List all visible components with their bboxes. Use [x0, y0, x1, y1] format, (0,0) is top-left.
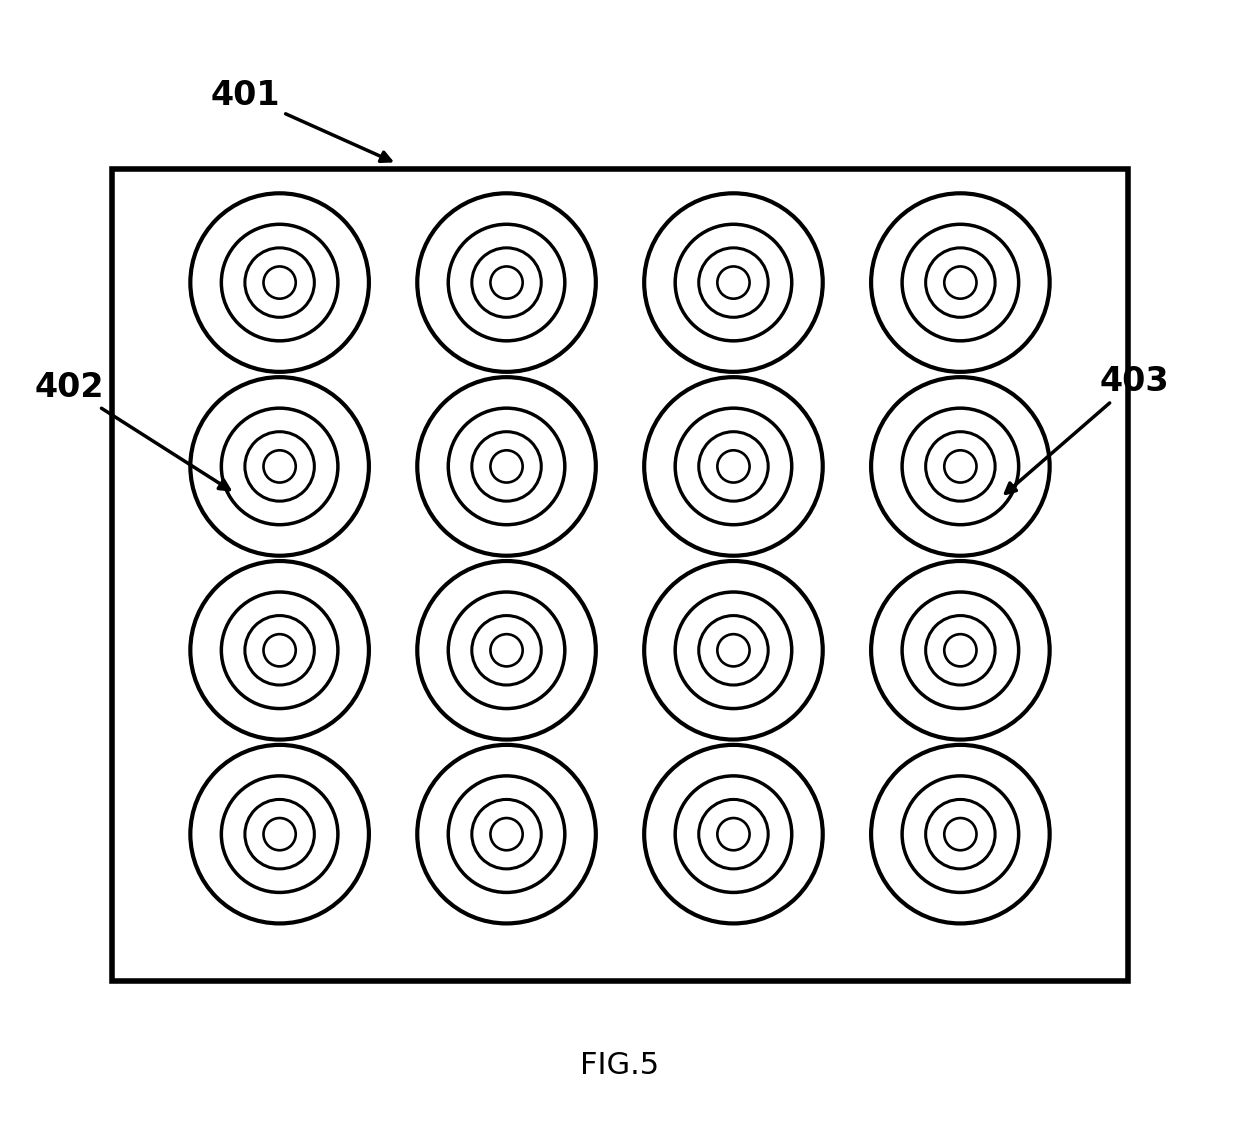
Ellipse shape [491, 634, 523, 667]
Ellipse shape [449, 592, 565, 708]
Ellipse shape [645, 744, 823, 924]
Text: FIG.5: FIG.5 [580, 1051, 660, 1081]
Ellipse shape [717, 634, 749, 667]
Ellipse shape [417, 193, 596, 372]
Ellipse shape [246, 616, 315, 685]
Text: 403: 403 [1006, 365, 1169, 493]
Ellipse shape [925, 248, 994, 317]
Ellipse shape [491, 450, 523, 483]
Ellipse shape [246, 800, 315, 869]
Ellipse shape [699, 248, 769, 317]
Ellipse shape [191, 561, 370, 740]
Ellipse shape [472, 248, 541, 317]
Ellipse shape [264, 818, 296, 851]
Ellipse shape [699, 616, 769, 685]
Ellipse shape [417, 561, 596, 740]
Ellipse shape [717, 818, 749, 851]
Ellipse shape [264, 266, 296, 299]
Ellipse shape [945, 818, 977, 851]
Ellipse shape [901, 408, 1019, 525]
Ellipse shape [449, 224, 565, 341]
Ellipse shape [191, 744, 370, 924]
Ellipse shape [676, 776, 791, 892]
Ellipse shape [925, 432, 994, 501]
Ellipse shape [945, 634, 977, 667]
Ellipse shape [191, 377, 370, 556]
Ellipse shape [191, 193, 370, 372]
Ellipse shape [901, 224, 1019, 341]
Ellipse shape [491, 266, 523, 299]
Ellipse shape [676, 224, 791, 341]
Ellipse shape [222, 408, 339, 525]
Ellipse shape [870, 193, 1049, 372]
Ellipse shape [417, 377, 596, 556]
Ellipse shape [717, 266, 749, 299]
Ellipse shape [717, 450, 749, 483]
Ellipse shape [222, 592, 339, 708]
Ellipse shape [264, 634, 296, 667]
Ellipse shape [472, 800, 541, 869]
Ellipse shape [645, 377, 823, 556]
Text: 401: 401 [211, 79, 391, 161]
Ellipse shape [925, 800, 994, 869]
Ellipse shape [676, 592, 791, 708]
Ellipse shape [246, 432, 315, 501]
Ellipse shape [222, 224, 339, 341]
Ellipse shape [645, 193, 823, 372]
Ellipse shape [870, 377, 1049, 556]
Ellipse shape [870, 744, 1049, 924]
Ellipse shape [491, 818, 523, 851]
Ellipse shape [246, 248, 315, 317]
Ellipse shape [222, 776, 339, 892]
Ellipse shape [449, 776, 565, 892]
Ellipse shape [699, 432, 769, 501]
Ellipse shape [676, 408, 791, 525]
Ellipse shape [925, 616, 994, 685]
Ellipse shape [870, 561, 1049, 740]
Ellipse shape [449, 408, 565, 525]
Ellipse shape [264, 450, 296, 483]
Bar [112, 169, 1128, 981]
Ellipse shape [472, 616, 541, 685]
Ellipse shape [472, 432, 541, 501]
Ellipse shape [645, 561, 823, 740]
Ellipse shape [901, 776, 1019, 892]
Ellipse shape [945, 266, 977, 299]
Ellipse shape [901, 592, 1019, 708]
Ellipse shape [945, 450, 977, 483]
Ellipse shape [417, 744, 596, 924]
Text: 402: 402 [33, 371, 229, 490]
Ellipse shape [699, 800, 769, 869]
